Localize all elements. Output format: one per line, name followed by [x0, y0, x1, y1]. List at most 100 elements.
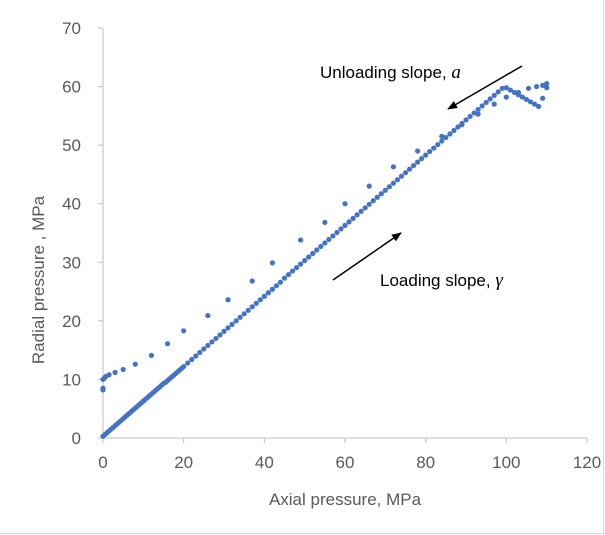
loading-series	[100, 85, 550, 439]
data-point	[447, 131, 453, 137]
data-point	[245, 307, 251, 313]
data-point	[229, 321, 235, 327]
data-point	[342, 222, 348, 228]
data-point	[463, 117, 469, 123]
y-axis-title: Radial pressure , MPa	[29, 195, 48, 364]
data-point	[322, 240, 328, 246]
data-point	[531, 101, 538, 107]
data-point	[402, 170, 409, 176]
data-point	[269, 286, 275, 292]
data-point	[439, 133, 445, 139]
loading-slope-symbol: γ	[495, 270, 503, 291]
data-point	[354, 212, 360, 218]
data-point	[487, 96, 493, 102]
data-point	[475, 106, 481, 113]
data-point	[431, 145, 437, 151]
data-point	[112, 369, 118, 375]
data-point	[100, 387, 106, 393]
unloading-slope-text: Unloading slope,	[320, 63, 451, 82]
data-point	[459, 122, 465, 128]
data-point	[193, 353, 199, 359]
y-tick-label: 0	[72, 429, 81, 448]
data-point	[544, 81, 550, 87]
data-point	[294, 264, 300, 271]
data-point	[415, 148, 421, 154]
data-point	[435, 141, 441, 148]
data-point	[525, 85, 532, 91]
data-point	[277, 279, 284, 285]
data-point	[394, 177, 401, 183]
data-point	[540, 82, 546, 88]
data-point	[281, 275, 288, 281]
data-point	[298, 237, 304, 243]
data-point	[181, 363, 187, 370]
data-point	[289, 268, 296, 274]
data-point	[503, 94, 509, 100]
data-point	[443, 134, 449, 141]
data-point	[374, 194, 380, 200]
data-point	[265, 290, 271, 296]
data-point	[507, 87, 513, 93]
x-axis-title: Axial pressure, MPa	[269, 490, 422, 509]
data-point	[205, 342, 211, 349]
data-point	[197, 349, 203, 356]
unloading-annotation: Unloading slope, a	[320, 62, 523, 110]
loading-arrow	[332, 232, 402, 281]
data-points	[100, 81, 550, 439]
data-point	[423, 152, 429, 158]
data-point	[205, 312, 211, 319]
data-point	[350, 215, 356, 221]
data-point	[366, 201, 372, 207]
data-point	[100, 376, 106, 383]
data-point	[233, 318, 239, 324]
data-point	[370, 198, 376, 204]
data-point	[515, 89, 522, 96]
data-point	[273, 283, 280, 289]
data-point	[318, 243, 324, 250]
data-point	[164, 341, 171, 347]
data-point	[479, 103, 485, 109]
data-point	[358, 208, 364, 214]
y-tick-label: 70	[62, 19, 81, 38]
data-point	[471, 110, 477, 116]
x-tick-label: 100	[492, 453, 520, 472]
data-point	[257, 297, 263, 303]
data-point	[386, 184, 392, 190]
unloading-slope-label: Unloading slope, a	[320, 62, 461, 83]
data-point	[225, 297, 231, 303]
data-point	[330, 233, 336, 239]
data-point	[536, 103, 542, 110]
data-point	[249, 304, 255, 310]
data-point	[148, 352, 154, 359]
data-point	[451, 127, 457, 134]
data-point	[241, 311, 247, 317]
data-point	[269, 260, 275, 266]
data-point	[362, 205, 368, 211]
x-tick-label: 20	[174, 453, 193, 472]
data-point	[237, 314, 243, 320]
data-point	[467, 113, 473, 120]
data-point	[209, 339, 215, 345]
data-point	[483, 99, 489, 105]
y-tick-labels: 0 10 20 30 40 50 60 70	[62, 19, 81, 448]
x-tick-label: 120	[573, 453, 601, 472]
data-point	[382, 187, 388, 193]
data-point	[322, 219, 328, 226]
data-point	[419, 156, 425, 162]
x-tick-label: 60	[336, 453, 355, 472]
data-point	[503, 85, 509, 91]
data-point	[439, 138, 445, 144]
data-point	[261, 293, 267, 299]
unloading-series	[100, 81, 550, 393]
y-tick-label: 60	[62, 78, 81, 97]
data-point	[544, 85, 550, 91]
y-tick-label: 30	[62, 253, 81, 272]
data-point	[189, 356, 195, 363]
data-point	[475, 111, 481, 117]
x-tick-labels: 0 20 40 60 80 100 120	[98, 453, 601, 472]
data-point	[302, 257, 308, 264]
data-point	[415, 159, 421, 165]
data-point	[527, 99, 534, 105]
